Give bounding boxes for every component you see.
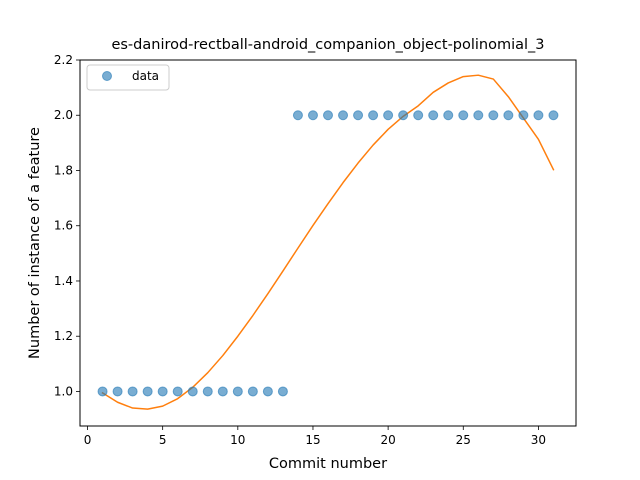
- data-point: [277, 386, 288, 397]
- data-point: [172, 386, 183, 397]
- data-point: [518, 110, 529, 121]
- data-point: [443, 110, 454, 121]
- data-point: [368, 110, 379, 121]
- legend-marker-data: [102, 71, 112, 81]
- data-point: [323, 110, 333, 121]
- scatter-points-layer: [97, 110, 559, 397]
- data-point: [262, 386, 273, 397]
- y-tick-label: 1.2: [54, 329, 73, 343]
- x-tick-label: 15: [305, 433, 320, 447]
- axes-frame: [79, 59, 577, 427]
- data-point: [338, 110, 349, 121]
- x-axis-label: Commit number: [269, 456, 387, 472]
- data-point: [398, 110, 409, 121]
- x-tick-label: 20: [380, 433, 395, 447]
- fit-line-layer: [101, 74, 555, 410]
- y-tick-label: 2.2: [54, 53, 73, 67]
- fit-line: [101, 74, 555, 410]
- x-tick-label: 0: [84, 433, 92, 447]
- y-axis: 1.0 1.2 1.4 1.6 1.8 2.0 2.2: [54, 53, 80, 398]
- data-point: [353, 110, 364, 121]
- chart-title: es-danirod-rectball-android_companion_ob…: [111, 37, 544, 53]
- legend: data: [86, 64, 170, 91]
- y-axis-label: Number of instance of a feature: [27, 127, 43, 359]
- x-tick-label: 25: [456, 433, 471, 447]
- data-point: [292, 110, 303, 121]
- y-tick-label: 1.6: [54, 219, 73, 233]
- data-point: [247, 386, 258, 397]
- data-point: [548, 110, 559, 121]
- x-tick-label: 10: [230, 433, 245, 447]
- data-point: [97, 386, 108, 397]
- data-point: [157, 386, 168, 397]
- data-point: [383, 110, 394, 121]
- x-axis: 0 5 10 15 20 25 30: [84, 426, 546, 447]
- data-point: [428, 110, 439, 121]
- y-tick-label: 1.0: [54, 384, 73, 398]
- y-tick-label: 1.8: [54, 163, 73, 177]
- x-tick-label: 30: [531, 433, 546, 447]
- data-point: [232, 386, 243, 397]
- data-point: [127, 386, 138, 397]
- data-point: [187, 386, 198, 397]
- data-point: [473, 110, 484, 121]
- data-point: [142, 386, 153, 397]
- legend-label-data: data: [132, 69, 159, 83]
- data-point: [503, 110, 514, 121]
- data-point: [458, 110, 469, 121]
- x-tick-label: 5: [159, 433, 167, 447]
- data-point: [413, 110, 424, 121]
- data-point: [307, 110, 318, 121]
- data-point: [217, 386, 228, 397]
- y-tick-label: 1.4: [54, 274, 73, 288]
- data-point: [533, 110, 544, 121]
- data-point: [202, 386, 213, 397]
- data-point: [488, 110, 499, 121]
- y-tick-label: 2.0: [54, 108, 73, 122]
- data-point: [112, 386, 123, 397]
